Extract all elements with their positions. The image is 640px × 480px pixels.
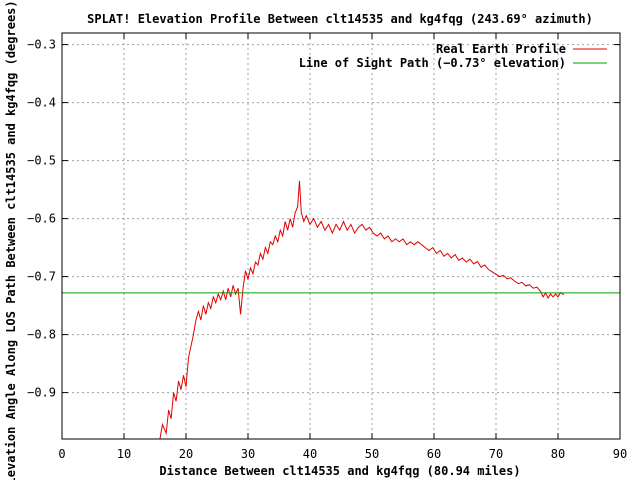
plot-frame bbox=[61, 32, 621, 440]
x-tick-label: 0 bbox=[58, 447, 65, 461]
series-layer bbox=[62, 180, 620, 439]
x-tick-label: 30 bbox=[241, 447, 255, 461]
y-tick-label: −0.4 bbox=[27, 96, 56, 110]
x-tick-label: 60 bbox=[427, 447, 441, 461]
legend-label: Real Earth Profile bbox=[436, 42, 566, 56]
y-tick-label: −0.5 bbox=[27, 154, 56, 168]
x-tick-label: 10 bbox=[117, 447, 131, 461]
x-tick-label: 50 bbox=[365, 447, 379, 461]
x-axis-label: Distance Between clt14535 and kg4fqg (80… bbox=[159, 464, 520, 478]
y-tick-label: −0.8 bbox=[27, 328, 56, 342]
y-axis-label: Elevation Angle Along LOS Path Between c… bbox=[4, 0, 18, 480]
grid bbox=[62, 33, 620, 439]
x-tick-label: 40 bbox=[303, 447, 317, 461]
x-tick-label: 70 bbox=[489, 447, 503, 461]
y-tick-label: −0.9 bbox=[27, 386, 56, 400]
axis-ticks: 0 10 20 30 40 50 60 70 80 90 −0.3 −0.4 −0.5 −0.6 −0.7 −… bbox=[27, 33, 627, 461]
legend-label: Line of Sight Path (−0.73° elevation) bbox=[299, 56, 566, 70]
y-tick-label: −0.6 bbox=[27, 212, 56, 226]
x-tick-label: 20 bbox=[179, 447, 193, 461]
x-tick-label: 90 bbox=[613, 447, 627, 461]
x-tick-label: 80 bbox=[551, 447, 565, 461]
y-tick-label: −0.7 bbox=[27, 270, 56, 284]
real-earth-profile-line bbox=[159, 180, 565, 439]
y-tick-label: −0.3 bbox=[27, 38, 56, 52]
chart-title: SPLAT! Elevation Profile Between clt1453… bbox=[87, 12, 593, 26]
